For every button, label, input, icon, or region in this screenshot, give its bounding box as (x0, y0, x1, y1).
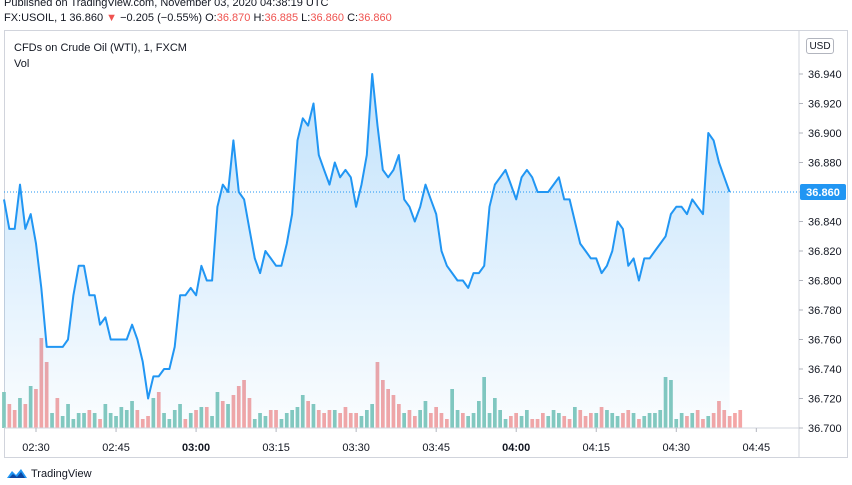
current-price-tag: 36.860 (800, 184, 846, 200)
low-label: L: (301, 12, 311, 24)
price-change: −0.205 (−0.55%) (120, 12, 203, 24)
y-tick-label: 36.720 (808, 394, 842, 406)
tradingview-logo-icon (7, 469, 27, 478)
chart-title: CFDs on Crude Oil (WTI), 1, FXCM (14, 42, 187, 54)
time-axis[interactable]: 02:30 02:45 03:00 03:15 03:30 03:45 04:00 04:15… (4, 427, 799, 454)
high-value: 36.885 (264, 12, 299, 24)
y-tick-label: 36.900 (808, 128, 842, 140)
y-tick-label: 36.700 (808, 423, 842, 435)
x-tick-label: 03:30 (342, 442, 370, 454)
currency-button[interactable]: USD (806, 38, 834, 54)
high-label: H: (253, 12, 265, 24)
y-tick-label: 36.940 (808, 69, 842, 81)
volume-bar (738, 410, 743, 428)
y-tick-label: 36.800 (808, 276, 842, 288)
price-line (3, 73, 731, 400)
y-tick-label: 36.920 (808, 99, 842, 111)
down-arrow-icon: ▼ (106, 12, 118, 24)
close-value: 36.860 (358, 12, 392, 24)
y-tick-label: 36.840 (808, 217, 842, 229)
price-area (4, 74, 730, 428)
price-axis[interactable]: 36.700 36.720 36.740 36.760 36.780 36.800 36.8… (798, 30, 842, 458)
volume-label: Vol (14, 58, 30, 70)
y-tick-label: 36.880 (808, 158, 842, 170)
low-value: 36.860 (310, 12, 345, 24)
x-tick-label: 03:45 (422, 442, 450, 454)
y-tick-label: 36.760 (808, 335, 842, 347)
published-line: Published on TradingView.com, November 0… (4, 0, 329, 9)
x-tick-label: 02:45 (102, 442, 130, 454)
volume-bar (733, 413, 737, 428)
y-tick-label: 36.740 (808, 364, 842, 376)
x-tick-label: 04:15 (582, 442, 610, 454)
price-tag-bg (800, 184, 846, 200)
open-value: 36.870 (216, 12, 251, 24)
open-label: O: (205, 12, 217, 24)
x-tick-label: 03:00 (182, 442, 210, 454)
symbol: FX:USOIL, 1 (4, 12, 67, 24)
y-tick-label: 36.780 (808, 305, 842, 317)
ticker-line: FX:USOIL, 1 36.860 ▼ −0.205 (−0.55%) O:3… (4, 12, 392, 24)
x-tick-label: 04:30 (663, 442, 691, 454)
x-tick-label: 02:30 (22, 442, 50, 454)
x-tick-label: 04:00 (502, 442, 530, 454)
last-price: 36.860 (69, 12, 104, 24)
x-tick-label: 04:45 (743, 442, 771, 454)
y-tick-label: 36.820 (808, 246, 842, 258)
footer-brand-text: TradingView (31, 468, 92, 480)
close-label: C: (347, 12, 359, 24)
price-tag-label: 36.860 (806, 187, 840, 199)
volume-bar (727, 416, 732, 428)
footer-brand[interactable]: TradingView (6, 468, 92, 480)
volume-bar (2, 392, 6, 428)
x-tick-label: 03:15 (262, 442, 290, 454)
